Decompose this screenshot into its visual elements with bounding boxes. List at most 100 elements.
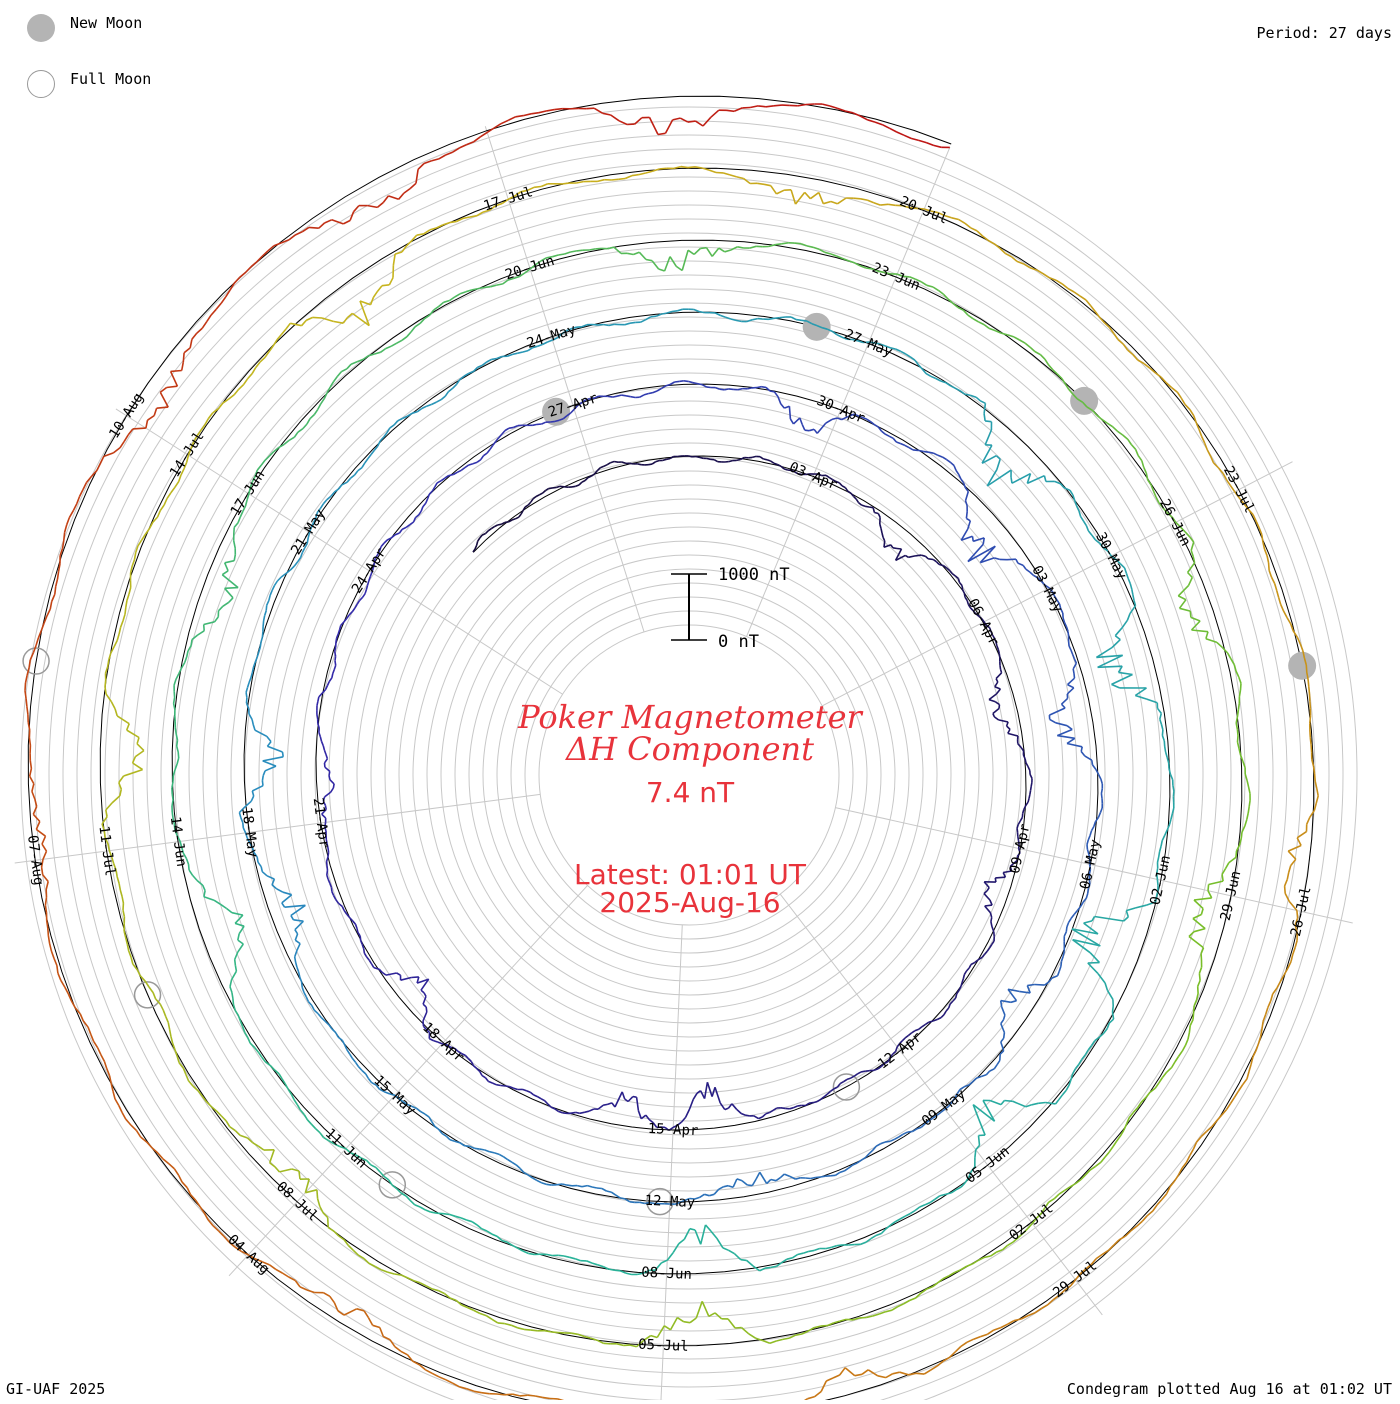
trace-segment-891 bbox=[611, 1192, 616, 1195]
trace-segment-1745 bbox=[1035, 352, 1041, 355]
trace-segment-331 bbox=[705, 1082, 708, 1098]
trace-segment-2134 bbox=[171, 487, 175, 493]
trace-segment-1724 bbox=[921, 282, 926, 285]
trace-segment-1437 bbox=[564, 1256, 570, 1257]
trace-segment-2517 bbox=[528, 1395, 536, 1396]
trace-segment-140 bbox=[936, 562, 939, 565]
trace-segment-1147 bbox=[694, 309, 699, 311]
trace-segment-1322 bbox=[1107, 990, 1113, 999]
trace-segment-771 bbox=[1071, 914, 1074, 918]
trace-segment-748 bbox=[1100, 808, 1102, 813]
trace-segment-1625 bbox=[341, 369, 347, 372]
trace-segment-1976 bbox=[551, 1332, 558, 1333]
trace-segment-720 bbox=[1068, 678, 1075, 684]
trace-segment-873 bbox=[700, 1194, 705, 1197]
trace-segment-2642 bbox=[25, 683, 26, 691]
trace-segment-1396 bbox=[798, 1253, 804, 1254]
trace-segment-1768 bbox=[1138, 455, 1142, 460]
trace-segment-2254 bbox=[880, 204, 888, 205]
trace-segment-2432 bbox=[1114, 1240, 1119, 1245]
trace-segment-1271 bbox=[1160, 719, 1162, 724]
trace-segment-2150 bbox=[229, 395, 235, 399]
trace-segment-1526 bbox=[227, 909, 232, 913]
trace-segment-2693 bbox=[192, 333, 197, 339]
trace-segment-1992 bbox=[450, 1298, 456, 1300]
trace-segment-801 bbox=[1001, 1038, 1004, 1042]
trace-segment-897 bbox=[582, 1186, 587, 1187]
trace-segment-1108 bbox=[491, 359, 496, 360]
trace-segment-2653 bbox=[50, 602, 51, 610]
trace-segment-168 bbox=[998, 649, 999, 653]
trace-segment-2692 bbox=[190, 339, 192, 348]
trace-segment-1959 bbox=[664, 1326, 670, 1330]
trace-segment-1397 bbox=[793, 1255, 798, 1258]
trace-segment-588 bbox=[608, 396, 613, 397]
trace-segment-562 bbox=[499, 434, 502, 438]
trace-segment-2722 bbox=[368, 206, 378, 208]
trace-segment-392 bbox=[468, 1059, 471, 1062]
trace-segment-775 bbox=[1064, 932, 1066, 936]
trace-segment-1986 bbox=[486, 1316, 492, 1320]
trace-segment-263 bbox=[949, 1004, 951, 1008]
trace-segment-1733 bbox=[968, 315, 973, 319]
trace-segment-1886 bbox=[1096, 1162, 1101, 1166]
trace-segment-1375 bbox=[910, 1211, 915, 1214]
trace-segment-354 bbox=[615, 1092, 622, 1107]
trace-segment-1151 bbox=[715, 313, 720, 316]
trace-segment-7 bbox=[488, 529, 491, 531]
trace-segment-972 bbox=[296, 962, 297, 967]
trace-segment-2548 bbox=[323, 1293, 329, 1297]
trace-segment-1953 bbox=[702, 1301, 709, 1316]
trace-segment-1382 bbox=[876, 1234, 881, 1236]
trace-segment-2131 bbox=[160, 505, 164, 511]
trace-segment-1519 bbox=[238, 944, 244, 952]
trace-segment-630 bbox=[790, 419, 793, 424]
trace-segment-613 bbox=[720, 389, 725, 390]
trace-segment-2736 bbox=[460, 145, 467, 148]
trace-segment-1703 bbox=[795, 243, 801, 244]
trace-segment-752 bbox=[1092, 826, 1094, 830]
trace-segment-2152 bbox=[239, 385, 244, 390]
trace-segment-2331 bbox=[1269, 563, 1270, 570]
trace-segment-1510 bbox=[234, 1005, 236, 1011]
trace-segment-2371 bbox=[1288, 846, 1301, 852]
trace-segment-2697 bbox=[211, 309, 216, 315]
trace-segment-2244 bbox=[810, 193, 818, 199]
trace-segment-2239 bbox=[777, 190, 785, 194]
trace-segment-206 bbox=[1029, 794, 1030, 798]
trace-segment-1081 bbox=[378, 441, 380, 446]
trace-segment-2247 bbox=[831, 202, 838, 204]
trace-segment-2718 bbox=[343, 221, 350, 224]
trace-segment-468 bbox=[333, 784, 334, 788]
trace-segment-1583 bbox=[225, 588, 233, 598]
trace-segment-2372 bbox=[1288, 851, 1296, 859]
trace-segment-1128 bbox=[592, 325, 598, 326]
trace-segment-2208 bbox=[562, 183, 569, 184]
trace-segment-302 bbox=[821, 1097, 824, 1100]
trace-segment-733 bbox=[1067, 738, 1075, 743]
trace-segment-1799 bbox=[1206, 639, 1217, 643]
trace-segment-1232 bbox=[1084, 521, 1087, 526]
trace-segment-2592 bbox=[101, 1055, 105, 1062]
trace-segment-303 bbox=[817, 1099, 821, 1101]
trace-segment-2610 bbox=[48, 928, 49, 936]
trace-segment-651 bbox=[885, 434, 889, 436]
trace-segment-2135 bbox=[175, 482, 179, 488]
trace-segment-419 bbox=[397, 973, 401, 975]
trace-segment-1746 bbox=[1041, 355, 1045, 360]
trace-segment-12 bbox=[505, 522, 509, 523]
trace-segment-23 bbox=[536, 495, 539, 497]
trace-segment-2151 bbox=[234, 389, 238, 394]
trace-segment-2385 bbox=[1293, 948, 1295, 955]
trace-segment-1373 bbox=[920, 1205, 925, 1207]
trace-segment-272 bbox=[919, 1027, 922, 1030]
trace-segment-328 bbox=[715, 1087, 720, 1103]
date-tick-label-2: 09-Apr bbox=[1007, 822, 1034, 875]
trace-segment-45 bbox=[611, 462, 615, 463]
trace-segment-1614 bbox=[303, 424, 307, 429]
trace-segment-2227 bbox=[695, 167, 702, 168]
trace-segment-673 bbox=[966, 492, 969, 501]
trace-segment-2170 bbox=[343, 318, 347, 324]
trace-segment-2348 bbox=[1308, 680, 1309, 687]
trace-segment-428 bbox=[364, 949, 365, 954]
